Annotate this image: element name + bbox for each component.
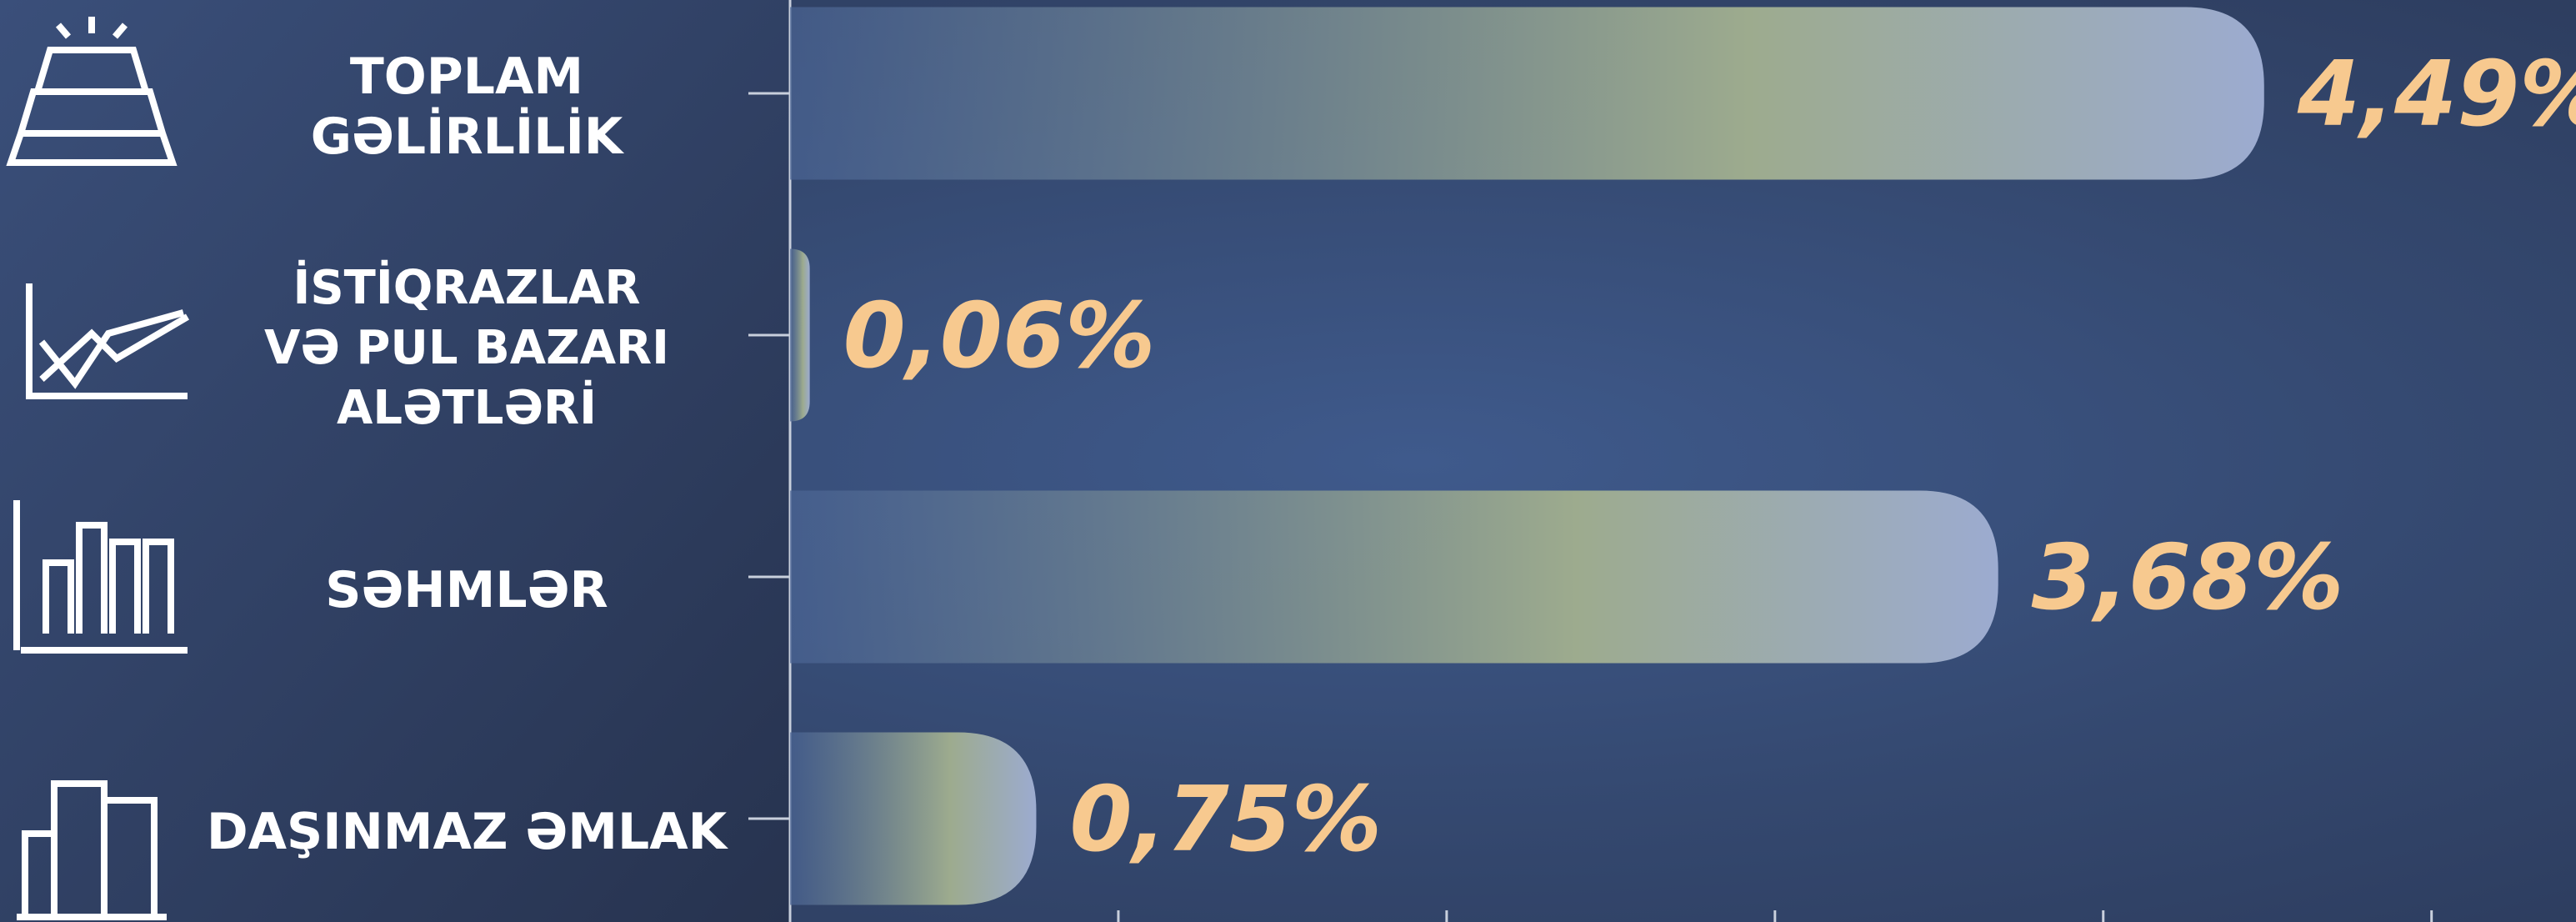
category-label: DAŞINMAZ ƏMLAK bbox=[206, 803, 728, 861]
value-label: 4,49% bbox=[2297, 43, 2576, 147]
category-label: TOPLAM GƏLİRLİLİK bbox=[310, 48, 623, 166]
bar bbox=[790, 248, 810, 422]
category-label: SƏHMLƏR bbox=[325, 561, 608, 619]
bar bbox=[790, 732, 1037, 905]
category-label: İSTİQRAZLAR VƏ PUL BAZARI ALƏTLƏRİ bbox=[263, 261, 669, 435]
value-label: 0,06% bbox=[843, 284, 1156, 388]
bar bbox=[789, 490, 1998, 664]
label-panel bbox=[0, 0, 790, 922]
icons bbox=[6, 17, 190, 920]
value-label: 0,75% bbox=[1069, 768, 1382, 872]
bar bbox=[789, 7, 2264, 180]
value-label: 3,68% bbox=[2032, 526, 2344, 630]
